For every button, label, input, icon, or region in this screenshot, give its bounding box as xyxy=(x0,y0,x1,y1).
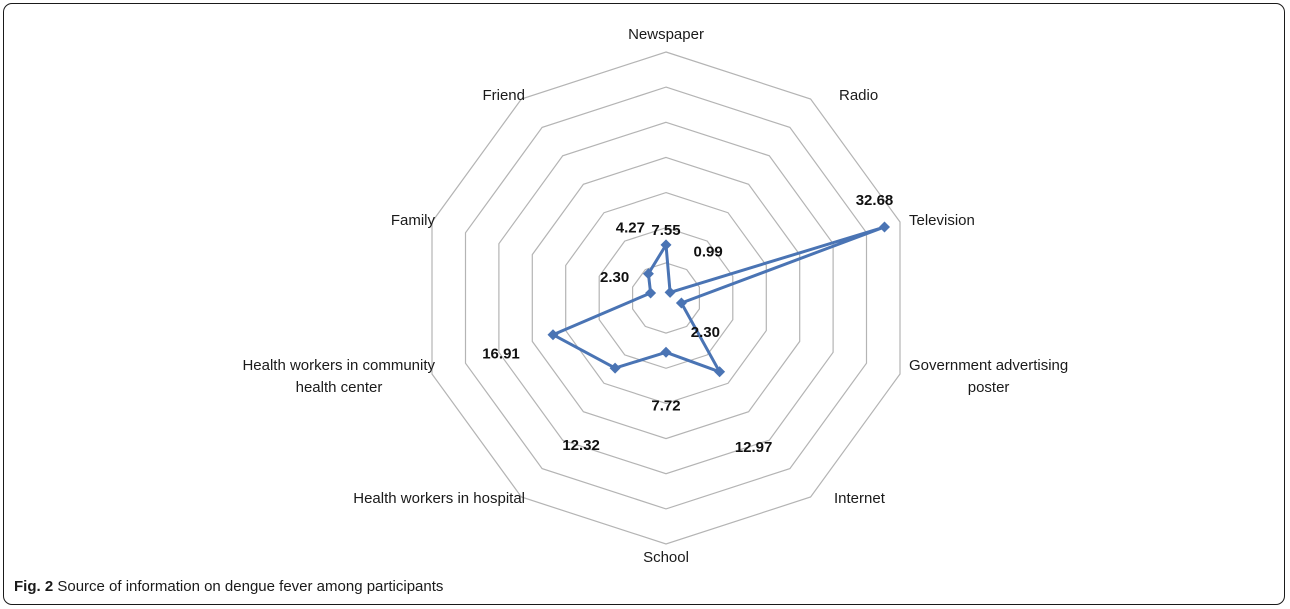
radar-point-9 xyxy=(642,268,654,280)
radar-grid-ring xyxy=(464,86,868,510)
radar-point-1 xyxy=(664,286,676,298)
category-label-5: School xyxy=(643,549,689,566)
radar-grid-ring xyxy=(631,262,701,334)
radar-point-2 xyxy=(879,221,890,233)
category-label-1: Radio xyxy=(839,87,878,104)
category-label-line: health center xyxy=(296,379,383,396)
radar-category-labels: Newspaper Radio Television Government adver… xyxy=(242,26,1068,566)
value-label-2: 32.68 xyxy=(856,192,894,209)
radar-point-7 xyxy=(547,329,559,341)
radar-grid xyxy=(431,51,901,545)
radar-value-labels: 7.55 0.99 32.68 2.30 12.97 7.72 12.32 16.91 2.30… xyxy=(482,192,893,456)
category-label-8: Family xyxy=(391,212,436,229)
value-label-3: 2.30 xyxy=(691,324,720,341)
category-label-line: poster xyxy=(968,379,1010,396)
radar-point-5 xyxy=(660,346,672,358)
radar-series xyxy=(547,221,890,378)
category-label-line: Television xyxy=(909,212,975,229)
radar-grid-ring xyxy=(531,156,801,440)
category-label-line: Family xyxy=(391,212,436,229)
value-label-1: 0.99 xyxy=(693,243,722,260)
category-label-line: Health workers in hospital xyxy=(353,490,525,507)
category-label-3: Government advertising poster xyxy=(909,357,1068,396)
radar-point-3 xyxy=(675,297,687,309)
category-label-0: Newspaper xyxy=(628,26,704,43)
value-label-9: 4.27 xyxy=(616,220,645,237)
radar-point-0 xyxy=(660,239,672,251)
value-label-4: 12.97 xyxy=(735,439,773,456)
figure-frame xyxy=(3,3,1285,605)
radar-point-4 xyxy=(714,366,726,378)
category-label-6: Health workers in hospital xyxy=(353,490,525,507)
category-label-line: Newspaper xyxy=(628,26,704,43)
figure-caption-label: Fig. 2 xyxy=(14,578,54,595)
figure-caption-text: Source of information on dengue fever am… xyxy=(57,578,444,595)
category-label-line: Health workers in community xyxy=(242,357,435,374)
category-label-line: Government advertising xyxy=(909,357,1068,374)
value-label-5: 7.72 xyxy=(651,397,680,414)
radar-point-6 xyxy=(609,362,621,374)
value-label-7: 16.91 xyxy=(482,346,520,363)
radar-grid-ring xyxy=(498,121,834,475)
value-label-8: 2.30 xyxy=(600,269,629,286)
value-label-0: 7.55 xyxy=(651,222,680,239)
radar-grid-ring xyxy=(598,227,734,369)
category-label-4: Internet xyxy=(834,490,886,507)
category-label-line: Radio xyxy=(839,87,878,104)
figure-caption: Fig. 2 Source of information on dengue f… xyxy=(14,578,443,595)
category-label-2: Television xyxy=(909,212,975,229)
category-label-line: Friend xyxy=(482,87,525,104)
category-label-7: Health workers in community health center xyxy=(242,357,435,396)
category-label-line: School xyxy=(643,549,689,566)
radar-grid-ring xyxy=(431,51,901,545)
category-label-9: Friend xyxy=(482,87,525,104)
category-label-line: Internet xyxy=(834,490,886,507)
value-label-6: 12.32 xyxy=(562,437,600,454)
radar-point-8 xyxy=(645,287,657,299)
radar-grid-ring xyxy=(565,191,767,405)
